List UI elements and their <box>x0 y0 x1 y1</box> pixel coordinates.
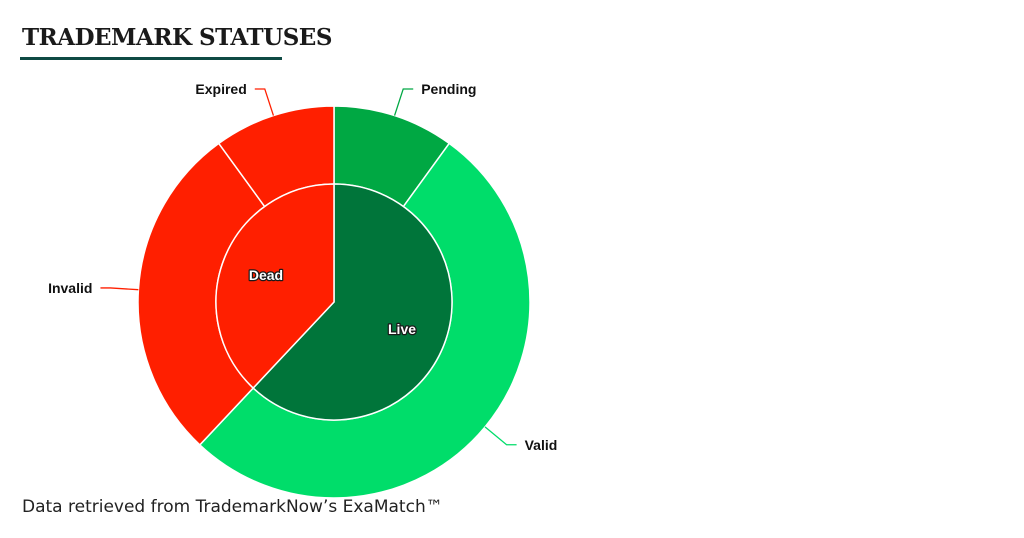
outer-label-invalid: Invalid <box>48 280 92 296</box>
outer-label-expired: Expired <box>195 81 246 97</box>
inner-label-dead: Dead <box>249 267 283 283</box>
outer-label-pending: Pending <box>421 81 476 97</box>
outer-label-valid: Valid <box>525 437 558 453</box>
leader-line-invalid <box>100 287 139 291</box>
chart-title: TRADEMARK STATUSES <box>22 24 332 51</box>
inner-slice-live <box>252 183 453 421</box>
inner-label-live: Live <box>388 321 416 337</box>
leader-line-expired <box>254 88 275 116</box>
data-source-note: Data retrieved from TrademarkNow’s ExaMa… <box>22 497 443 517</box>
title-underline <box>20 57 282 60</box>
inner-slice-dead <box>215 183 335 390</box>
leader-line-valid <box>484 426 517 446</box>
leader-line-pending <box>393 88 414 116</box>
